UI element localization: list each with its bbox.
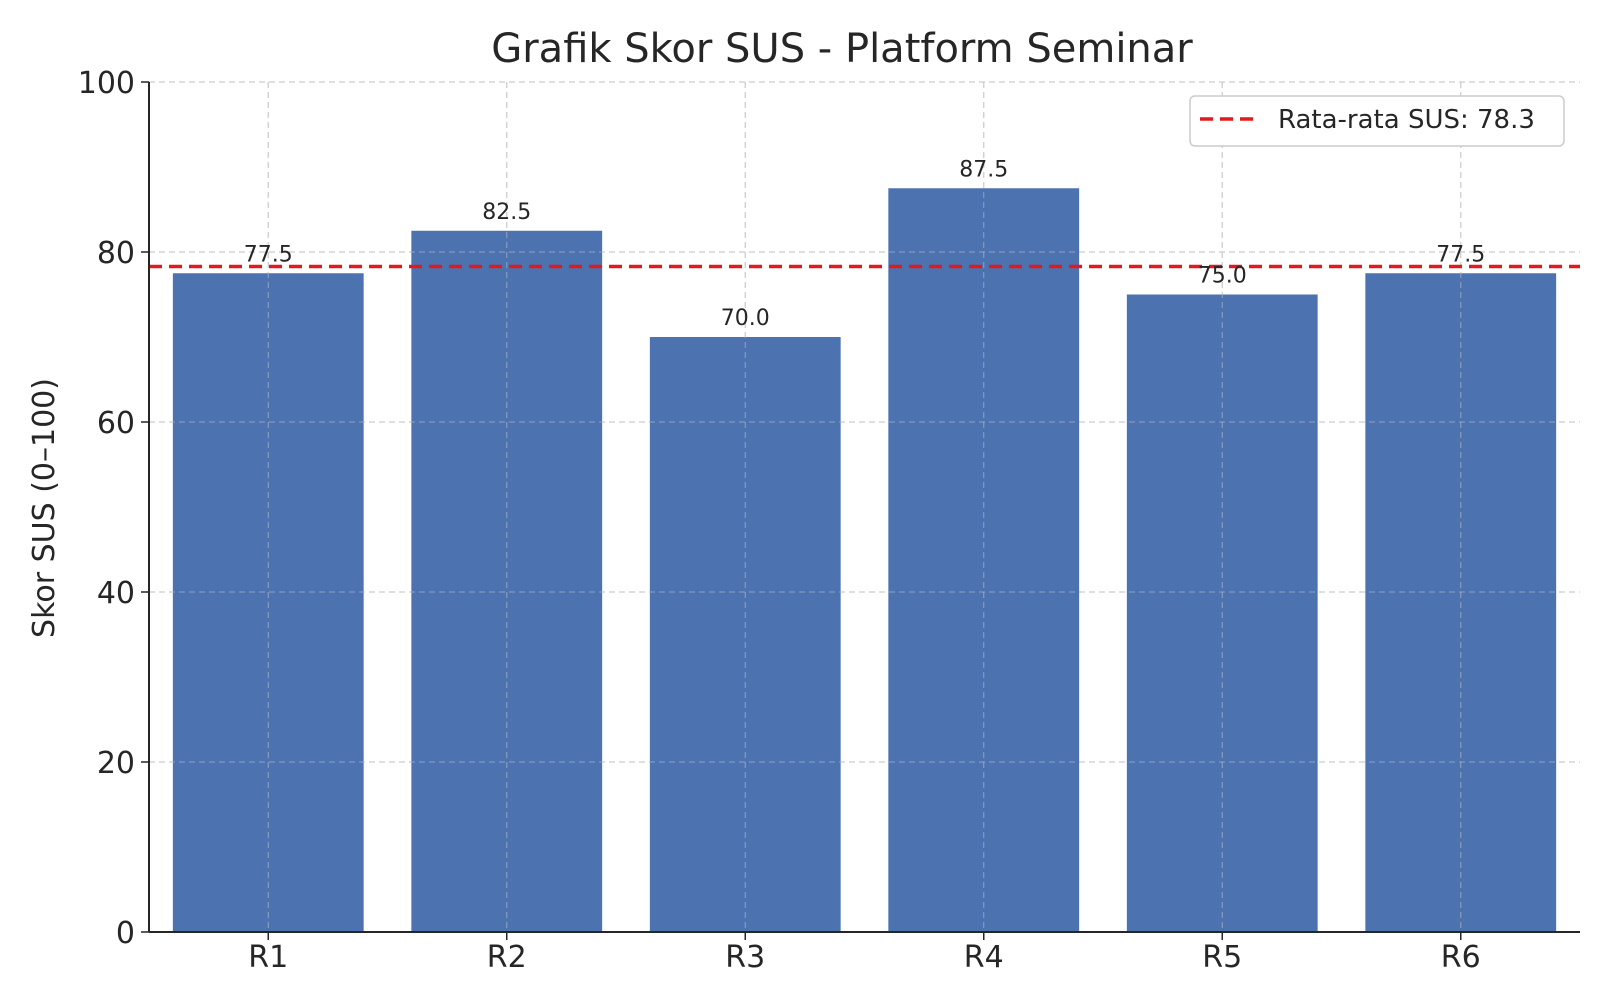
x-tick-label: R4 <box>964 940 1004 975</box>
legend-entry-label: Rata-rata SUS: 78.3 <box>1278 105 1535 135</box>
tick-labels: 0 20 40 60 80 100 R1 77.5 R2 82.5 R3 70.0 R4 87.5 R5 75… <box>78 66 1486 975</box>
data-label-r2: 82.5 <box>482 200 531 225</box>
x-tick-label: R6 <box>1441 940 1481 975</box>
data-label-r3: 70.0 <box>721 306 770 331</box>
y-tick-label: 40 <box>97 576 135 611</box>
data-label-r5: 75.0 <box>1198 264 1247 289</box>
legend-box <box>1189 95 1565 147</box>
y-tick-label: 60 <box>97 406 135 441</box>
data-label-r4: 87.5 <box>959 157 1008 182</box>
legend: Rata-rata SUS: 78.3 <box>1189 95 1565 147</box>
chart-title: Grafik Skor SUS - Platform Seminar <box>491 26 1193 72</box>
y-tick-label: 80 <box>97 236 135 271</box>
y-tick-label: 0 <box>116 916 135 951</box>
x-tick-label: R3 <box>725 940 765 975</box>
axes <box>141 81 1580 940</box>
bar-r4 <box>888 188 1080 932</box>
x-tick-label: R2 <box>487 940 527 975</box>
y-tick-label: 100 <box>78 66 135 101</box>
bars <box>172 188 1557 932</box>
x-tick-label: R5 <box>1202 940 1242 975</box>
data-label-r1: 77.5 <box>244 242 293 267</box>
x-tick-label: R1 <box>248 940 288 975</box>
y-tick-label: 20 <box>97 746 135 781</box>
data-label-r6: 77.5 <box>1436 242 1485 267</box>
y-axis-label: Skor SUS (0–100) <box>27 378 62 638</box>
